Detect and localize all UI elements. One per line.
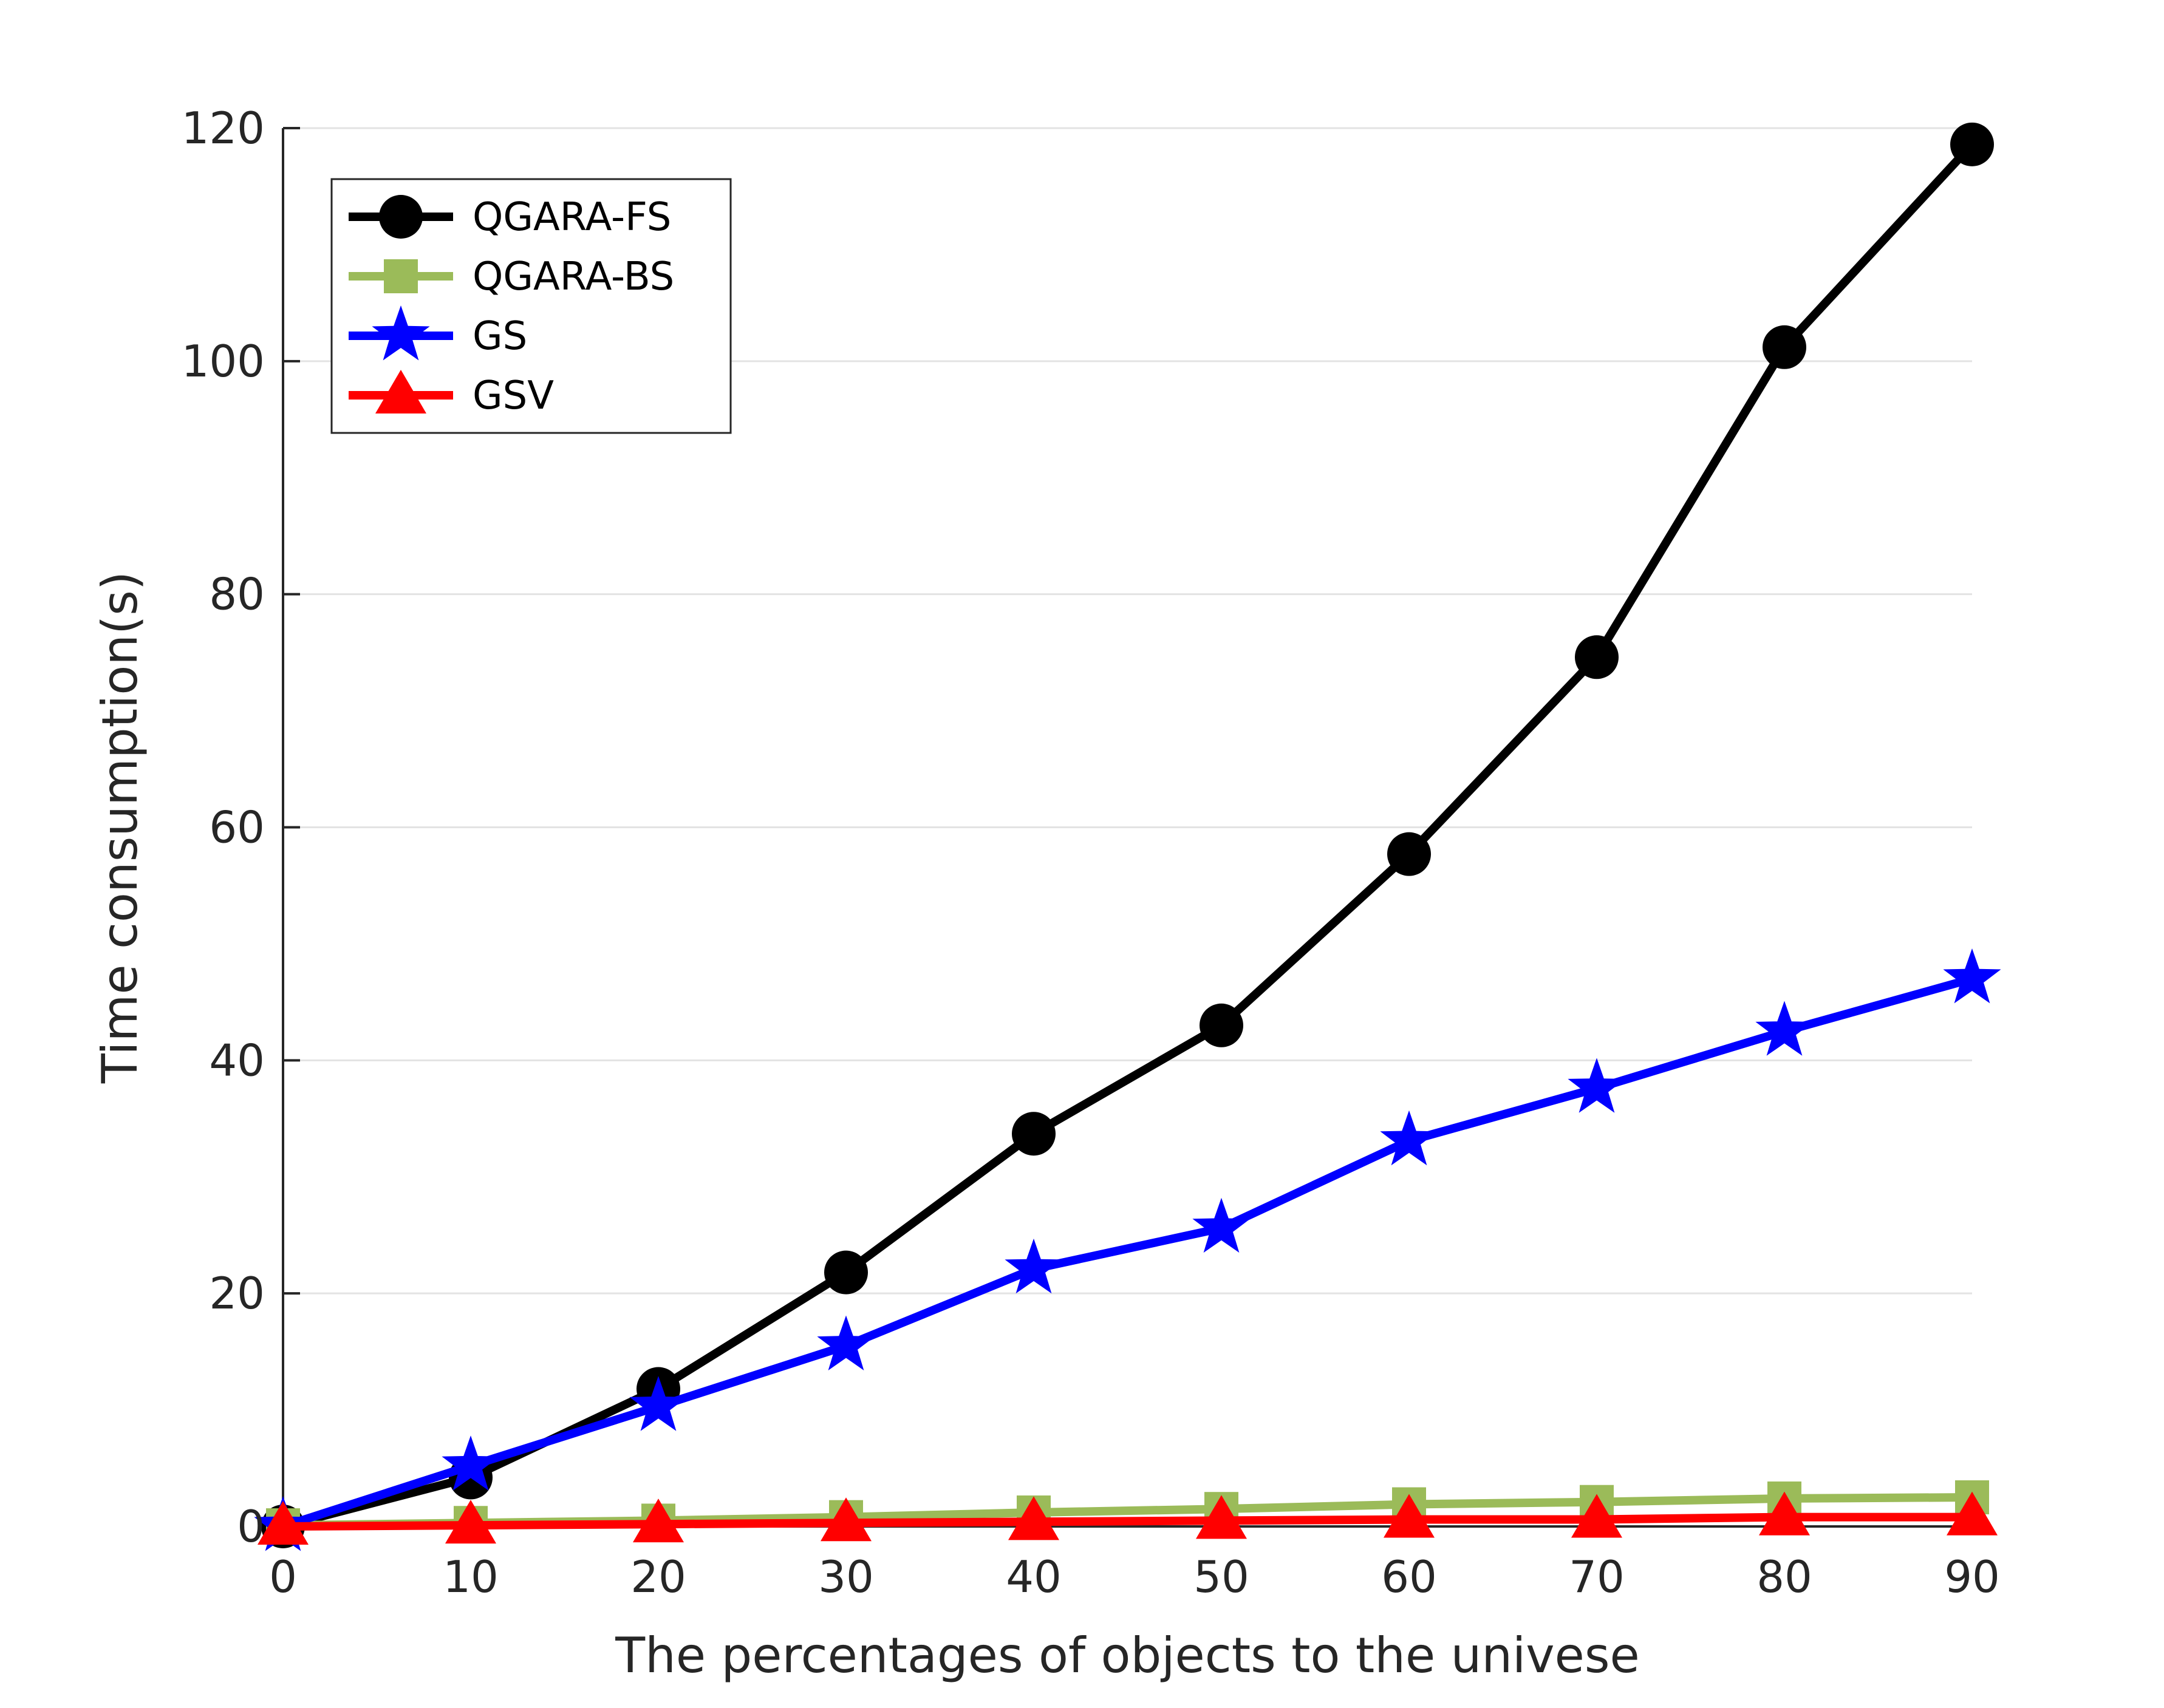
- x-tick-label-50: 50: [1193, 1551, 1249, 1602]
- x-tick-label-80: 80: [1756, 1551, 1812, 1602]
- legend: QGARA-FS QGARA-BS GS GSV: [330, 178, 732, 434]
- data-point-gsv-30: [821, 1497, 872, 1542]
- series-layer: [254, 122, 2001, 1551]
- data-point-gs-80: [1755, 1001, 1814, 1056]
- x-tick-label-10: 10: [443, 1551, 499, 1602]
- legend-marker-qgara-fs: [379, 195, 423, 239]
- data-point-gs-30: [817, 1315, 875, 1370]
- tick-labels: 0 20 40 60 80 100 120 0 10 20 30 40 50 60 70 80 90: [182, 103, 2000, 1602]
- y-tick-label-60: 60: [209, 802, 265, 853]
- data-point-gsv-20: [633, 1499, 684, 1543]
- y-tick-label-0: 0: [237, 1501, 265, 1552]
- legend-marker-gs: [372, 305, 430, 361]
- data-point-qgara-fs-60: [1387, 832, 1431, 876]
- x-tick-label-40: 40: [1006, 1551, 1062, 1602]
- x-tick-label-60: 60: [1381, 1551, 1437, 1602]
- data-point-qgara-fs-40: [1012, 1112, 1056, 1156]
- series-line-gsv: [282, 1512, 1972, 1531]
- legend-label-gs: GS: [473, 314, 527, 359]
- x-tick-label-20: 20: [630, 1551, 686, 1602]
- data-point-gs-20: [629, 1376, 688, 1431]
- legend-label-gsv: GSV: [473, 373, 554, 418]
- data-point-gsv-60: [1384, 1494, 1435, 1538]
- data-point-gs-70: [1568, 1058, 1626, 1113]
- data-point-gs-40: [1005, 1238, 1063, 1294]
- legend-marker-qgara-bs: [384, 259, 418, 293]
- data-point-gsv-0: [258, 1501, 309, 1545]
- x-tick-label-90: 90: [1944, 1551, 2000, 1602]
- data-point-gsv-40: [1008, 1496, 1059, 1540]
- data-point-gsv-80: [1759, 1491, 1810, 1536]
- data-point-qgara-fs-90: [1950, 122, 1994, 166]
- legend-item-gsv: GSV: [349, 370, 554, 418]
- y-tick-label-40: 40: [209, 1035, 265, 1086]
- legend-item-qgara-fs: QGARA-FS: [349, 195, 671, 240]
- data-point-qgara-fs-50: [1200, 1003, 1243, 1047]
- x-tick-label-70: 70: [1569, 1551, 1625, 1602]
- legend-item-gs: GS: [349, 305, 527, 361]
- data-point-gs-50: [1192, 1197, 1251, 1253]
- data-point-qgara-fs-30: [824, 1250, 868, 1295]
- data-point-gs-60: [1380, 1110, 1438, 1166]
- series-gsv: [258, 1491, 1998, 1545]
- data-point-gsv-10: [445, 1500, 496, 1544]
- legend-label-qgara-bs: QGARA-BS: [473, 254, 674, 299]
- series-line-gs: [281, 975, 1973, 1531]
- x-tick-label-0: 0: [269, 1551, 297, 1602]
- y-tick-label-120: 120: [182, 103, 265, 154]
- x-axis-label: The percentages of objects to the unives…: [615, 1627, 1639, 1684]
- x-tick-label-30: 30: [818, 1551, 874, 1602]
- data-point-gs-90: [1943, 948, 2001, 1004]
- legend-label-qgara-fs: QGARA-FS: [473, 195, 671, 240]
- data-point-qgara-fs-80: [1763, 325, 1806, 369]
- data-point-gsv-90: [1947, 1491, 1998, 1536]
- data-point-gs-10: [442, 1435, 500, 1491]
- y-tick-label-20: 20: [209, 1268, 265, 1319]
- y-tick-label-80: 80: [209, 569, 265, 620]
- legend-item-qgara-bs: QGARA-BS: [349, 254, 674, 299]
- legend-marker-gsv: [375, 370, 426, 413]
- y-axis-label: Time consumption(s): [92, 571, 148, 1084]
- data-point-qgara-fs-70: [1575, 635, 1619, 679]
- data-point-gsv-50: [1196, 1495, 1247, 1539]
- data-point-gsv-70: [1571, 1494, 1622, 1538]
- y-tick-label-100: 100: [182, 336, 265, 387]
